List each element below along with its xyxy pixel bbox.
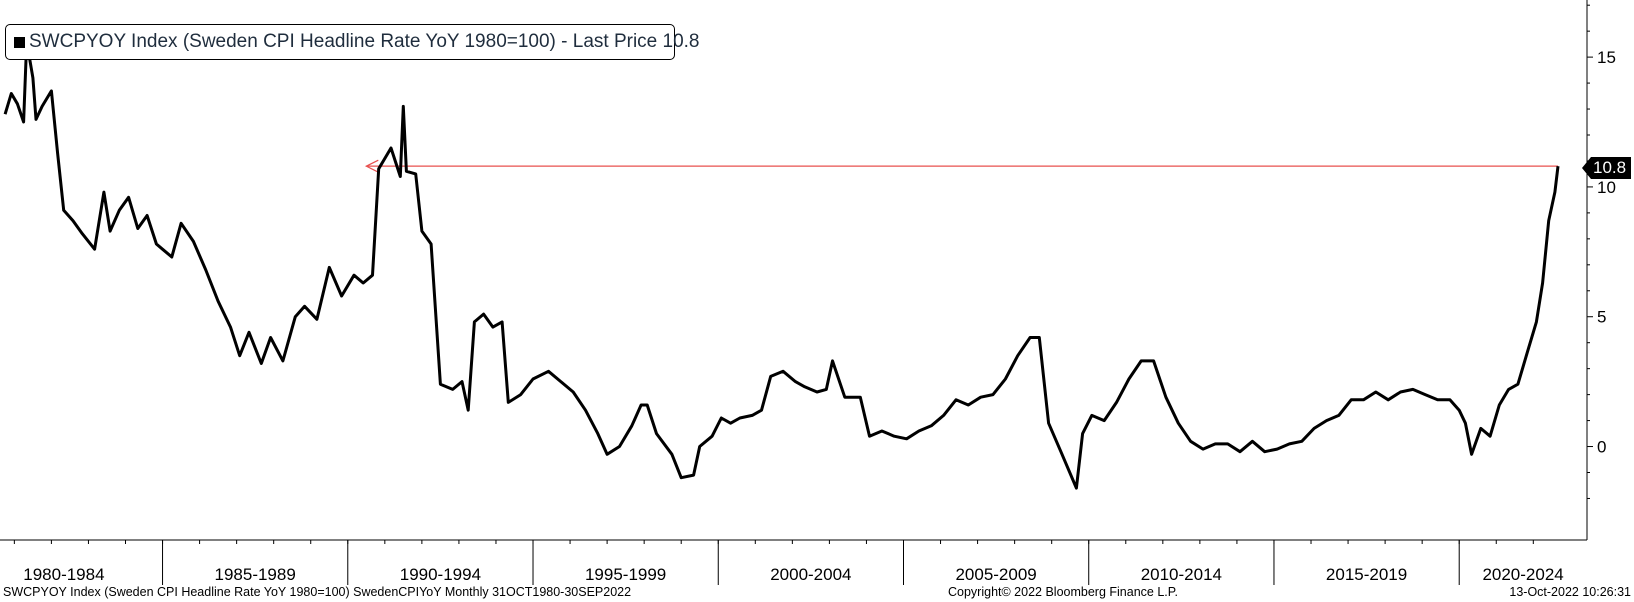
footer-timestamp: 13-Oct-2022 10:26:31 [1509, 585, 1631, 599]
x-period-label: 2010-2014 [1141, 565, 1222, 584]
x-period-label: 2000-2004 [770, 565, 851, 584]
x-period-label: 2015-2019 [1326, 565, 1407, 584]
y-tick-label: 0 [1597, 438, 1606, 457]
chart-legend: SWCPYOY Index (Sweden CPI Headline Rate … [5, 24, 700, 60]
y-tick-label: 5 [1597, 308, 1606, 327]
x-tick-layer: 1980-1984 1985-1989 1990-1994 1995-1999 2000… [13, 540, 1564, 585]
series-line-0 [3, 40, 1560, 490]
x-period-label: 1990-1994 [400, 565, 481, 584]
x-period-label: 1995-1999 [585, 565, 666, 584]
series-layer [3, 40, 1560, 490]
reference-line-layer [364, 159, 1558, 173]
y-tick-layer: 0 5 10 15 [1587, 4, 1616, 499]
x-period-label: 1985-1989 [215, 565, 296, 584]
legend-text: SWCPYOY Index (Sweden CPI Headline Rate … [29, 31, 700, 52]
x-period-label: 2005-2009 [955, 565, 1036, 584]
y-tick-label: 10 [1597, 178, 1616, 197]
x-period-label: 2020-2024 [1482, 565, 1563, 584]
legend-swatch [14, 36, 25, 48]
y-tick-label: 15 [1597, 48, 1616, 67]
x-period-label: 1980-1984 [23, 565, 104, 584]
footer-series-info: SWCPYOY Index (Sweden CPI Headline Rate … [3, 585, 632, 599]
footer-copyright: Copyright© 2022 Bloomberg Finance L.P. [948, 585, 1178, 599]
axis-layer [0, 0, 1588, 541]
reference-line-arrowhead [364, 159, 379, 173]
last-price-badge: 10.8 [1581, 157, 1632, 179]
